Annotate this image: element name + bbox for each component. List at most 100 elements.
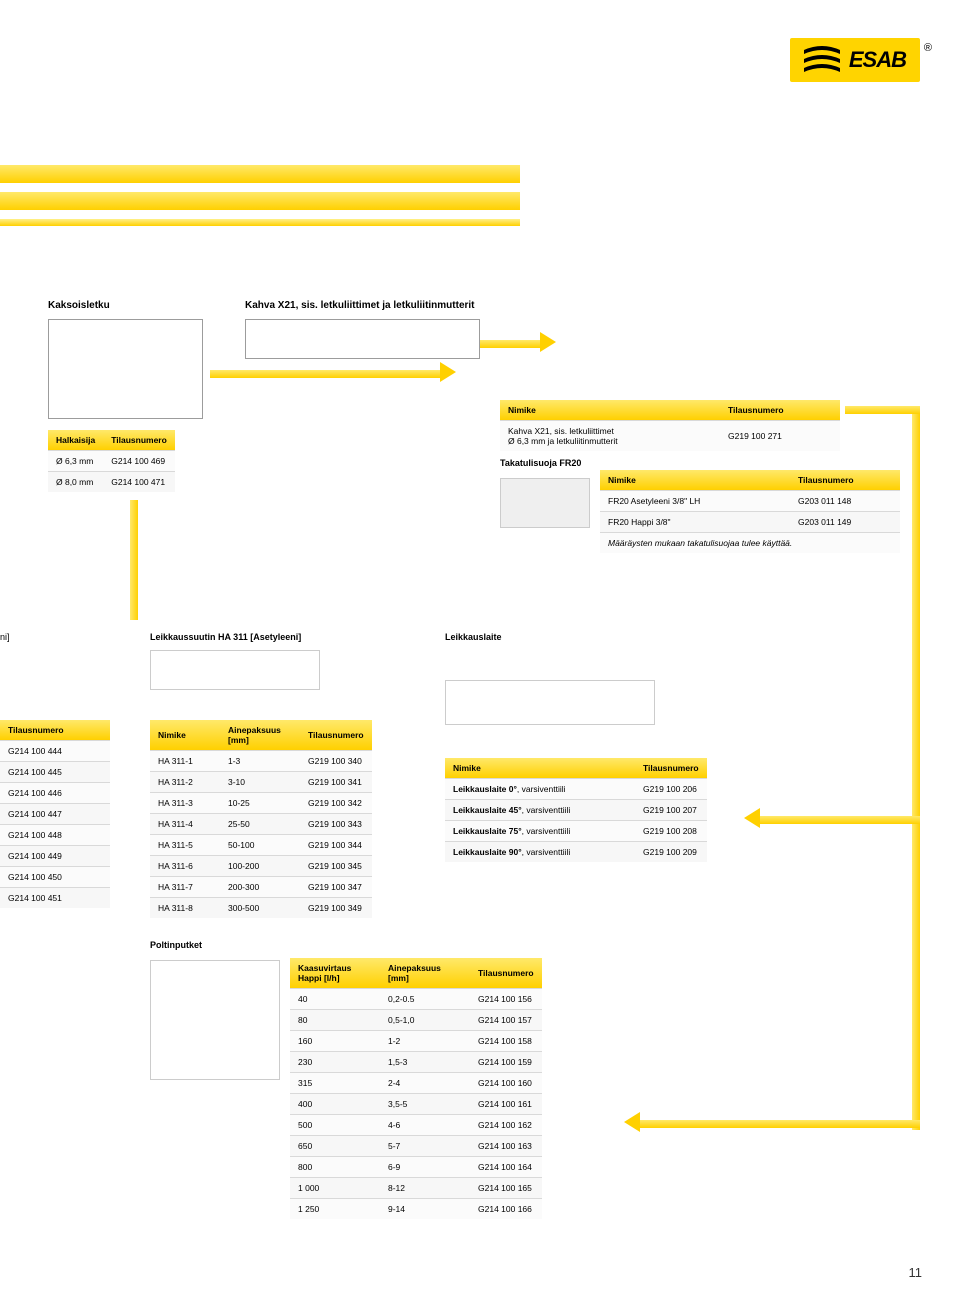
cell: FR20 Happi 3/8": [600, 512, 790, 533]
cell: HA 311-2: [150, 772, 220, 793]
cell: 10-25: [220, 793, 300, 814]
table-row: G214 100 448: [0, 825, 110, 846]
table-row: G214 100 444: [0, 741, 110, 762]
cell: G219 100 349: [300, 898, 372, 919]
cell: G214 100 469: [103, 451, 175, 472]
table-row: FR20 Happi 3/8"G203 011 149: [600, 512, 900, 533]
cell: Leikkauslaite 0°, varsiventtiili: [445, 779, 635, 800]
cell: G214 100 156: [470, 989, 542, 1010]
logo-stripes-icon: [804, 46, 840, 74]
cell: Ø 8,0 mm: [48, 472, 103, 493]
cell: G214 100 158: [470, 1031, 542, 1052]
table-row: G214 100 450: [0, 867, 110, 888]
cell: 200-300: [220, 877, 300, 898]
table-row: 1601-2G214 100 158: [290, 1031, 542, 1052]
table-row: HA 311-23-10G219 100 341: [150, 772, 372, 793]
table-row: G214 100 446: [0, 783, 110, 804]
takatulisuoja-title: Takatulisuoja FR20: [500, 458, 581, 468]
arrow-left-icon: [744, 808, 760, 828]
flow-line: [480, 340, 540, 348]
table-row: Kahva X21, sis. letkuliittimet Ø 6,3 mm …: [500, 421, 840, 452]
cell: G214 100 164: [470, 1157, 542, 1178]
table-row: 8006-9G214 100 164: [290, 1157, 542, 1178]
col-ainepaksuus: Ainepaksuus [mm]: [220, 720, 300, 751]
flow-line: [130, 500, 138, 620]
table-note-row: Määräysten mukaan takatulisuojaa tulee k…: [600, 533, 900, 554]
cell: 160: [290, 1031, 380, 1052]
kahva-table: Nimike Tilausnumero Kahva X21, sis. letk…: [500, 400, 840, 451]
table-row: Ø 8,0 mmG214 100 471: [48, 472, 175, 493]
table-row: 4003,5-5G214 100 161: [290, 1094, 542, 1115]
table-row: 800,5-1,0G214 100 157: [290, 1010, 542, 1031]
cell: G214 100 448: [0, 825, 110, 846]
cell: 3-10: [220, 772, 300, 793]
cell: 650: [290, 1136, 380, 1157]
table-row: Leikkauslaite 45°, varsiventtiiliG219 10…: [445, 800, 707, 821]
cell: G214 100 451: [0, 888, 110, 909]
flow-line: [760, 816, 920, 824]
cell: G219 100 341: [300, 772, 372, 793]
cell: 1 250: [290, 1199, 380, 1220]
table-row: 1 0008-12G214 100 165: [290, 1178, 542, 1199]
page-number: 11: [909, 1265, 923, 1280]
cell: 315: [290, 1073, 380, 1094]
cell: G219 100 206: [635, 779, 707, 800]
table-row: HA 311-6100-200G219 100 345: [150, 856, 372, 877]
cell: Ø 6,3 mm: [48, 451, 103, 472]
arrow-right-icon: [540, 332, 556, 352]
col-nimike: Nimike: [500, 400, 720, 421]
nozzle-image: [150, 650, 320, 690]
cell: 4-6: [380, 1115, 470, 1136]
cell: HA 311-3: [150, 793, 220, 814]
cell: 800: [290, 1157, 380, 1178]
cell: Leikkauslaite 45°, varsiventtiili: [445, 800, 635, 821]
cell: G214 100 163: [470, 1136, 542, 1157]
table-row: 6505-7G214 100 163: [290, 1136, 542, 1157]
cell: 1 000: [290, 1178, 380, 1199]
cell: 100-200: [220, 856, 300, 877]
kaksoisletku-section: Kaksoisletku: [48, 300, 203, 419]
cell: G214 100 160: [470, 1073, 542, 1094]
table-row: Leikkauslaite 75°, varsiventtiiliG219 10…: [445, 821, 707, 842]
col-tilausnumero: Tilausnumero: [720, 400, 840, 421]
col-nimike: Nimike: [600, 470, 790, 491]
cutter-image: [445, 680, 655, 725]
cell: G219 100 340: [300, 751, 372, 772]
cell: Kahva X21, sis. letkuliittimet Ø 6,3 mm …: [500, 421, 720, 452]
col-tilausnumero: Tilausnumero: [300, 720, 372, 751]
cell: 230: [290, 1052, 380, 1073]
col-tilausnumero: Tilausnumero: [635, 758, 707, 779]
table-row: 3152-4G214 100 160: [290, 1073, 542, 1094]
col-nimike: Nimike: [150, 720, 220, 751]
cell: 80: [290, 1010, 380, 1031]
table-row: 5004-6G214 100 162: [290, 1115, 542, 1136]
cell: G214 100 157: [470, 1010, 542, 1031]
col-ainepaksuus: Ainepaksuus [mm]: [380, 958, 470, 989]
table-row: G214 100 445: [0, 762, 110, 783]
leikkauslaite-title: Leikkauslaite: [445, 632, 502, 642]
table-row: Leikkauslaite 90°, varsiventtiiliG219 10…: [445, 842, 707, 863]
cell: 9-14: [380, 1199, 470, 1220]
cell: G219 100 342: [300, 793, 372, 814]
cropped-label-fragment: ni]: [0, 632, 10, 642]
kaksoisletku-title: Kaksoisletku: [48, 300, 203, 311]
cell: HA 311-4: [150, 814, 220, 835]
cell: 500: [290, 1115, 380, 1136]
cell: G219 100 209: [635, 842, 707, 863]
cell: 400: [290, 1094, 380, 1115]
cell: 5-7: [380, 1136, 470, 1157]
cell: 50-100: [220, 835, 300, 856]
cell: 40: [290, 989, 380, 1010]
logo-text: ESAB: [849, 47, 906, 73]
cell: FR20 Asetyleeni 3/8" LH: [600, 491, 790, 512]
cell: G219 100 271: [720, 421, 840, 452]
table-row: G214 100 451: [0, 888, 110, 909]
hose-image: [48, 319, 203, 419]
arrow-left-icon: [624, 1112, 640, 1132]
kahva-section: Kahva X21, sis. letkuliittimet ja letkul…: [245, 300, 480, 359]
table-row: G214 100 447: [0, 804, 110, 825]
flow-line: [640, 1120, 920, 1128]
cell: 8-12: [380, 1178, 470, 1199]
table-row: HA 311-425-50G219 100 343: [150, 814, 372, 835]
poltinputket-title: Poltinputket: [150, 940, 202, 950]
